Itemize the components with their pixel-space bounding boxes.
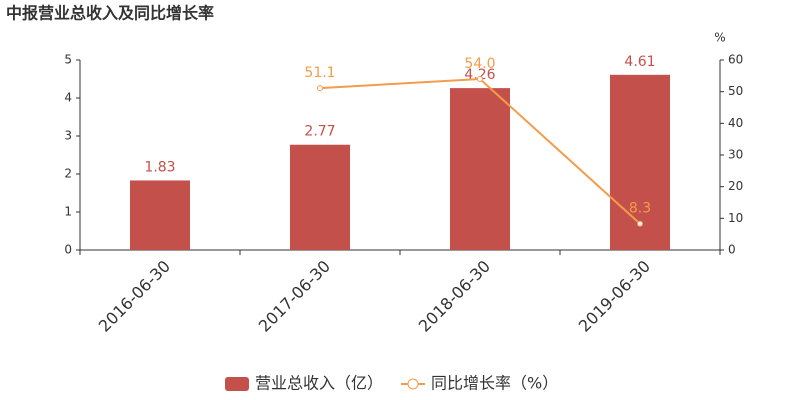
line-point bbox=[637, 220, 643, 227]
y-tick-label: 3 bbox=[64, 129, 72, 143]
line-value-label: 51.1 bbox=[304, 65, 335, 81]
legend-swatch bbox=[225, 377, 249, 391]
bar bbox=[450, 88, 510, 251]
legend-label: 同比增长率（%） bbox=[431, 374, 558, 393]
y2-tick-label: 60 bbox=[728, 53, 743, 67]
bar-value-label: 4.61 bbox=[624, 54, 655, 70]
bar bbox=[130, 180, 190, 250]
x-tick-label: 2018-06-30 bbox=[415, 257, 494, 336]
y2-tick-label: 40 bbox=[728, 116, 743, 130]
x-tick-label: 2016-06-30 bbox=[95, 257, 174, 336]
x-tick-label: 2019-06-30 bbox=[575, 257, 654, 336]
legend-swatch bbox=[407, 378, 419, 390]
y-tick-label: 5 bbox=[64, 53, 72, 67]
y-tick-label: 2 bbox=[64, 167, 72, 181]
y2-tick-label: 50 bbox=[728, 84, 743, 98]
bar-value-label: 1.83 bbox=[144, 159, 175, 175]
chart-title: 中报营业总收入及同比增长率 bbox=[6, 4, 214, 23]
x-tick-label: 2017-06-30 bbox=[255, 257, 334, 336]
line-value-label: 54.0 bbox=[464, 56, 495, 72]
line-value-label: 8.3 bbox=[629, 201, 651, 217]
legend-label: 营业总收入（亿） bbox=[255, 374, 383, 393]
y-tick-label: 4 bbox=[64, 91, 72, 105]
bar-value-label: 2.77 bbox=[304, 124, 335, 140]
y2-tick-label: 30 bbox=[728, 148, 743, 162]
line-point bbox=[477, 76, 483, 82]
y2-unit: % bbox=[714, 31, 725, 45]
y2-tick-label: 10 bbox=[728, 211, 743, 225]
y2-tick-label: 20 bbox=[728, 179, 743, 193]
y-tick-label: 1 bbox=[64, 205, 72, 219]
y2-tick-label: 0 bbox=[728, 243, 736, 257]
y-tick-label: 0 bbox=[64, 243, 72, 257]
bar bbox=[290, 144, 350, 250]
line-point bbox=[317, 85, 323, 92]
